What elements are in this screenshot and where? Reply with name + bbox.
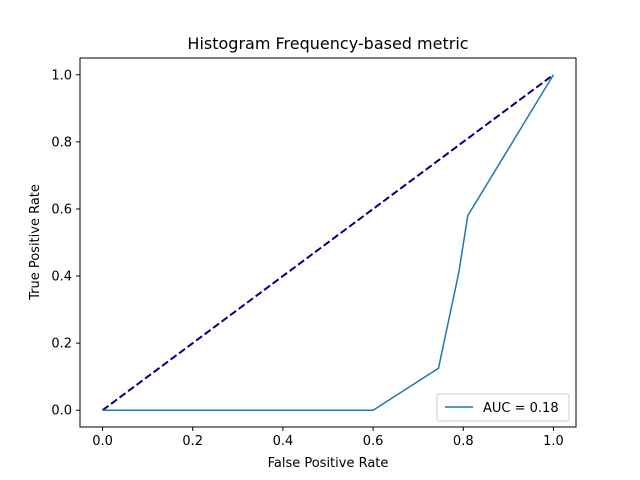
y-tick-label: 0.8	[51, 135, 72, 150]
y-axis-label: True Positive Rate	[28, 184, 43, 301]
y-tick-label: 1.0	[51, 68, 72, 83]
y-tick-label: 0.2	[51, 337, 72, 352]
legend: AUC = 0.18	[437, 394, 569, 421]
x-tick-label: 1.0	[543, 434, 564, 449]
y-tick-label: 0.4	[51, 270, 72, 285]
y-tick-label: 0.0	[51, 404, 72, 419]
legend-label: AUC = 0.18	[483, 401, 559, 416]
x-tick-label: 0.2	[182, 434, 203, 449]
chart-title: Histogram Frequency-based metric	[187, 34, 468, 53]
y-tick-label: 0.6	[51, 202, 72, 217]
x-tick-label: 0.0	[92, 434, 113, 449]
x-tick-label: 0.4	[273, 434, 294, 449]
x-tick-label: 0.8	[453, 434, 474, 449]
x-axis-label: False Positive Rate	[268, 456, 389, 471]
x-tick-label: 0.6	[363, 434, 384, 449]
